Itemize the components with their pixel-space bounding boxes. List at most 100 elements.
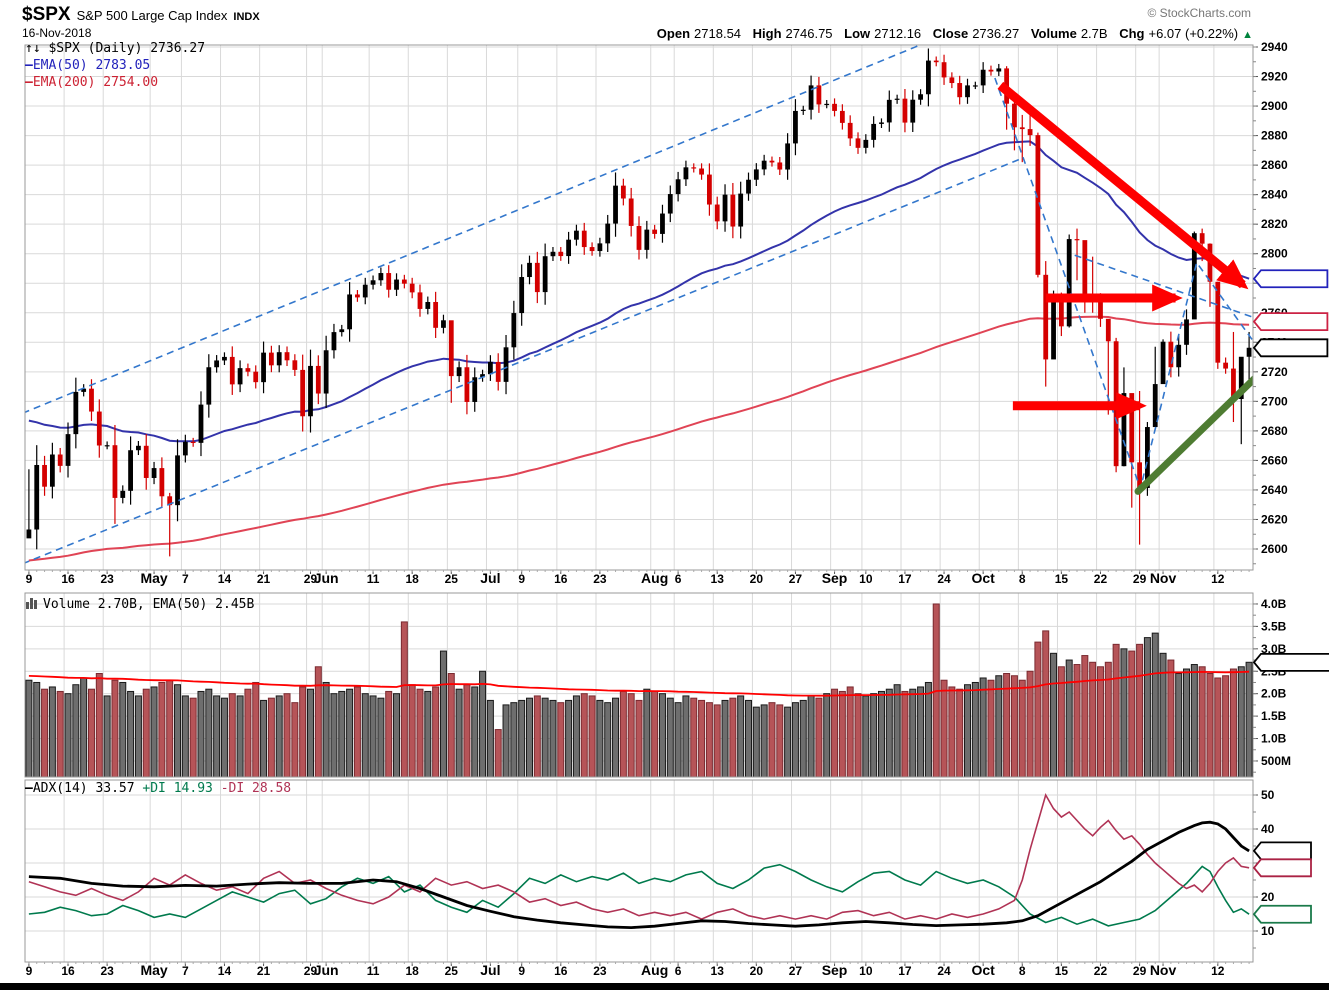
svg-text:25: 25 xyxy=(445,572,459,586)
svg-text:6: 6 xyxy=(675,964,682,978)
svg-text:24: 24 xyxy=(937,964,951,978)
svg-text:Sep: Sep xyxy=(822,962,848,978)
minus-di-label: -DI 28.58 xyxy=(220,781,292,796)
svg-text:Jun: Jun xyxy=(314,570,339,586)
low-value: 2712.16 xyxy=(874,26,922,41)
plus-di-line xyxy=(28,863,1250,927)
volume-legend: Volume 2.70B, EMA(50) 2.45B xyxy=(25,597,254,612)
svg-text:11: 11 xyxy=(367,572,380,586)
svg-text:Jul: Jul xyxy=(480,570,500,586)
svg-text:50: 50 xyxy=(1261,788,1275,802)
volume-value: 2.7B xyxy=(1080,26,1108,41)
bottom-edge-bar xyxy=(0,983,1329,990)
svg-text:13: 13 xyxy=(711,964,725,978)
svg-text:21: 21 xyxy=(257,572,271,586)
svg-text:Aug: Aug xyxy=(641,962,668,978)
svg-text:Nov: Nov xyxy=(1150,962,1177,978)
price-badge xyxy=(1252,312,1329,332)
svg-text:10: 10 xyxy=(1261,924,1275,938)
chg-value: +6.07 (+0.22%) xyxy=(1148,26,1239,41)
svg-text:15: 15 xyxy=(1055,964,1069,978)
svg-text:Jun: Jun xyxy=(314,962,339,978)
svg-text:2820: 2820 xyxy=(1261,217,1288,231)
close-value: 2736.27 xyxy=(972,26,1020,41)
svg-text:21: 21 xyxy=(257,964,271,978)
svg-text:2.0B: 2.0B xyxy=(1261,687,1287,701)
price-badge xyxy=(1252,904,1312,924)
svg-text:1.0B: 1.0B xyxy=(1261,732,1287,746)
svg-text:2800: 2800 xyxy=(1261,247,1288,261)
svg-text:40: 40 xyxy=(1261,822,1275,836)
svg-text:29: 29 xyxy=(1133,572,1147,586)
chart-date: 16-Nov-2018 xyxy=(22,26,92,40)
svg-text:20: 20 xyxy=(1261,890,1275,904)
svg-text:4.0B: 4.0B xyxy=(1261,597,1287,611)
svg-text:8: 8 xyxy=(1019,964,1026,978)
green-trendline xyxy=(1134,375,1253,495)
low-label: Low xyxy=(844,26,871,41)
svg-text:15: 15 xyxy=(1055,572,1069,586)
ema200-label: EMA(200) 2754.00 xyxy=(32,75,159,90)
open-label: Open xyxy=(656,26,691,41)
svg-text:2940: 2940 xyxy=(1261,40,1288,54)
svg-text:2700: 2700 xyxy=(1261,394,1288,408)
svg-text:17: 17 xyxy=(898,572,912,586)
svg-text:9: 9 xyxy=(518,572,525,586)
svg-text:17: 17 xyxy=(898,964,912,978)
volume-panel xyxy=(25,603,1253,778)
svg-text:27: 27 xyxy=(789,572,803,586)
svg-text:10: 10 xyxy=(859,964,873,978)
svg-text:9: 9 xyxy=(26,964,33,978)
svg-text:13: 13 xyxy=(711,572,725,586)
svg-text:23: 23 xyxy=(100,964,114,978)
high-label: High xyxy=(752,26,782,41)
svg-text:12: 12 xyxy=(1211,964,1225,978)
minus-di-line xyxy=(28,792,1250,920)
grid-layer xyxy=(24,45,1253,962)
ema200-swatch-icon: — xyxy=(25,75,33,90)
interval-toggle-icon: ↑↓ xyxy=(25,41,41,56)
svg-text:11: 11 xyxy=(367,964,380,978)
price-badge xyxy=(1252,652,1329,672)
close-label: Close xyxy=(932,26,969,41)
svg-text:1.5B: 1.5B xyxy=(1261,709,1287,723)
svg-text:3.5B: 3.5B xyxy=(1261,619,1287,633)
svg-text:10: 10 xyxy=(859,572,873,586)
svg-text:16: 16 xyxy=(61,964,75,978)
svg-text:12: 12 xyxy=(1211,572,1225,586)
price-badge xyxy=(1252,841,1312,861)
adx-label: ADX(14) 33.57 xyxy=(32,781,135,796)
svg-text:23: 23 xyxy=(100,572,114,586)
price-badge xyxy=(1252,269,1329,289)
svg-text:20: 20 xyxy=(750,964,764,978)
price-panel xyxy=(26,48,1252,562)
svg-text:2640: 2640 xyxy=(1261,483,1288,497)
svg-text:9: 9 xyxy=(518,964,525,978)
svg-text:Oct: Oct xyxy=(971,570,995,586)
svg-text:16: 16 xyxy=(554,964,568,978)
quote-strip: Open 2718.54 High 2746.75 Low 2712.16 Close… xyxy=(649,26,1253,41)
price-badge xyxy=(1252,858,1312,878)
svg-text:Oct: Oct xyxy=(971,962,995,978)
svg-text:May: May xyxy=(140,570,167,586)
svg-text:6: 6 xyxy=(675,572,682,586)
ema50-legend: —EMA(50) 2783.05 xyxy=(25,58,150,73)
svg-text:27: 27 xyxy=(789,964,803,978)
svg-text:18: 18 xyxy=(405,964,419,978)
copyright: © StockCharts.com xyxy=(1147,6,1251,20)
svg-text:Jul: Jul xyxy=(480,962,500,978)
svg-text:2680: 2680 xyxy=(1261,424,1288,438)
svg-text:8: 8 xyxy=(1019,572,1026,586)
red-arrow-1 xyxy=(997,81,1249,290)
svg-text:7: 7 xyxy=(182,572,189,586)
exchange-tag: INDX xyxy=(233,11,260,23)
adx-line xyxy=(28,820,1250,930)
svg-text:Aug: Aug xyxy=(641,570,668,586)
volume-bars-icon xyxy=(26,598,37,609)
volume-label: Volume xyxy=(1030,26,1077,41)
svg-text:Sep: Sep xyxy=(822,570,848,586)
svg-text:22: 22 xyxy=(1094,572,1108,586)
ema50-label: EMA(50) 2783.05 xyxy=(32,58,151,73)
svg-text:2860: 2860 xyxy=(1261,158,1288,172)
